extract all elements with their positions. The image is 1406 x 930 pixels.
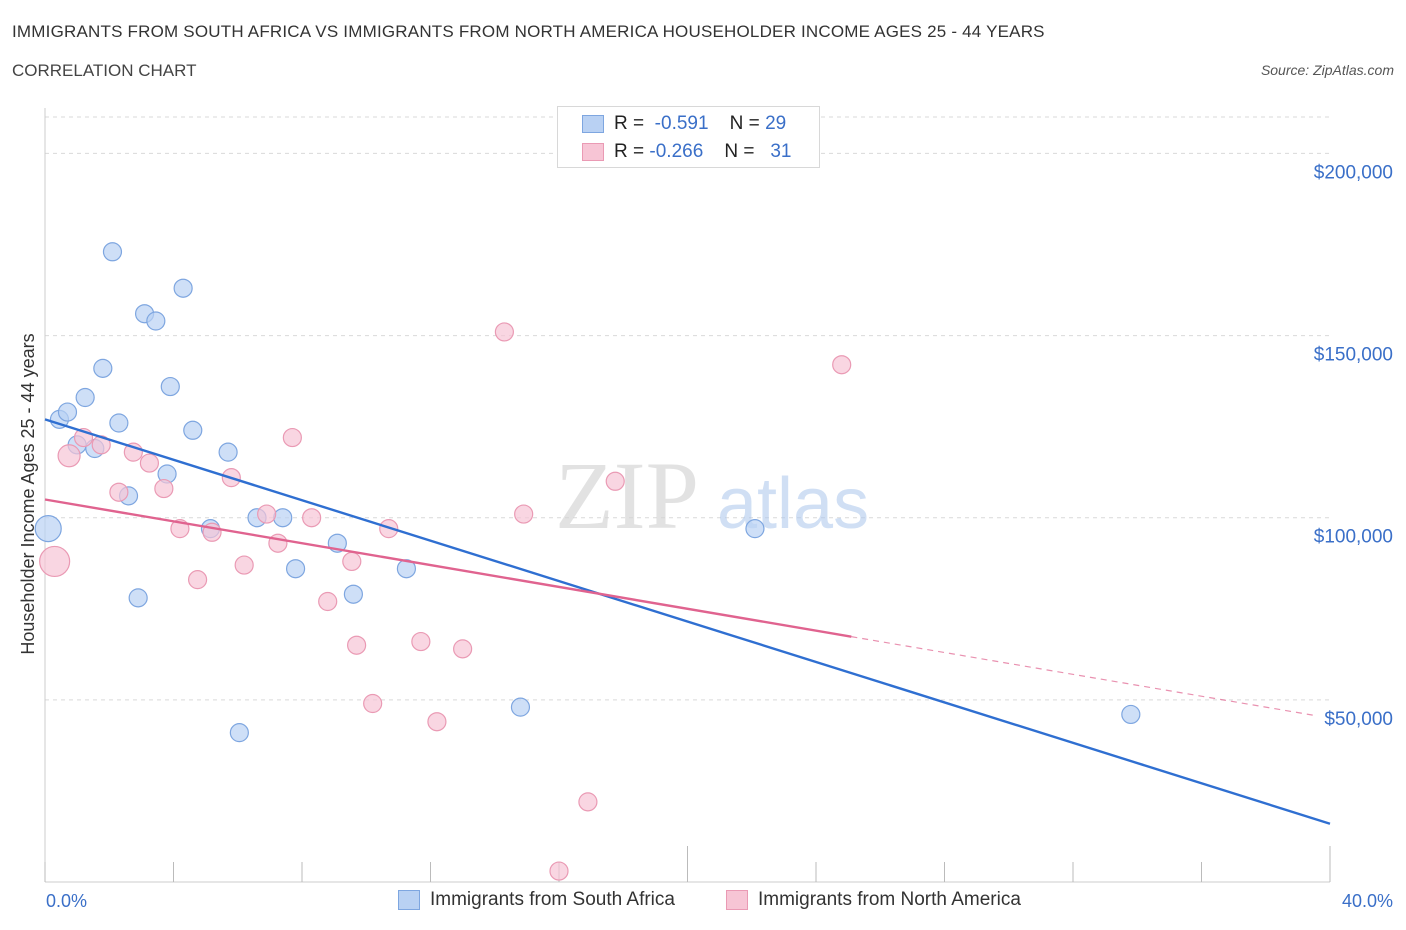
watermark-atlas: atlas	[717, 464, 869, 544]
chart-title: IMMIGRANTS FROM SOUTH AFRICA VS IMMIGRAN…	[12, 22, 1045, 41]
point-north-america	[514, 504, 534, 524]
point-south-africa	[396, 559, 417, 579]
point-north-america	[187, 570, 208, 590]
point-north-america	[453, 639, 473, 659]
y-tick-label: $100,000	[1314, 527, 1393, 548]
point-south-africa	[102, 242, 123, 262]
series-name-south-africa: Immigrants from South Africa	[430, 889, 675, 910]
point-north-america	[302, 508, 322, 528]
y-axis-label: Householder Income Ages 25 - 44 years	[18, 333, 38, 654]
legend-r-value: -0.591	[654, 113, 709, 134]
grid-lines	[45, 116, 1330, 701]
point-south-africa	[160, 376, 180, 397]
point-south-africa	[93, 358, 113, 378]
series-swatch-north-america	[726, 890, 748, 910]
legend-r-label: R =	[614, 141, 645, 162]
series-legend-north-america: Immigrants from North America	[726, 889, 1021, 911]
point-north-america	[494, 322, 514, 342]
point-north-america	[109, 482, 129, 502]
legend-row-north-america: R = -0.266 N = 31	[582, 141, 791, 163]
watermark-zip: ZIP	[555, 442, 699, 549]
legend-n-label: N =	[729, 113, 760, 134]
trend-line-extrapolated-north-america	[851, 636, 1316, 717]
legend-r-label: R =	[614, 113, 645, 134]
point-south-africa	[229, 723, 249, 743]
point-north-america	[57, 444, 81, 468]
point-south-africa	[343, 584, 363, 604]
point-north-america	[427, 712, 447, 732]
legend-n-label: N =	[724, 141, 755, 162]
point-south-africa	[128, 588, 148, 608]
point-south-africa	[75, 387, 95, 408]
point-south-africa	[273, 508, 293, 528]
point-north-america	[411, 631, 431, 652]
point-north-america	[549, 861, 569, 881]
point-south-africa	[1121, 704, 1141, 725]
y-tick-label: $200,000	[1314, 162, 1393, 183]
point-north-america	[363, 693, 383, 714]
legend-swatch-south-africa	[582, 115, 604, 133]
point-north-america	[282, 427, 302, 448]
trend-line-south-africa	[44, 418, 1331, 825]
point-south-africa	[57, 402, 78, 422]
point-south-africa	[146, 311, 166, 331]
point-north-america	[318, 591, 338, 612]
legend-n-value: 29	[765, 113, 787, 134]
point-north-america	[832, 355, 852, 375]
legend-r-value: -0.266	[649, 141, 704, 162]
point-south-africa	[510, 697, 531, 717]
point-north-america	[605, 471, 625, 491]
trend-lines	[44, 418, 1331, 825]
point-south-africa	[109, 413, 129, 433]
point-north-america	[578, 792, 598, 812]
point-south-africa	[183, 420, 203, 440]
legend-n-value: 31	[770, 141, 792, 162]
point-north-america	[154, 478, 174, 499]
point-north-america	[234, 555, 254, 575]
y-tick-label: $150,000	[1314, 345, 1393, 366]
point-south-africa	[285, 559, 306, 579]
correlation-legend: R = -0.591 N = 29 R = -0.266 N = 31	[557, 106, 820, 168]
point-north-america	[139, 453, 160, 473]
point-north-america	[342, 551, 362, 572]
point-south-africa	[173, 278, 193, 298]
point-north-america	[39, 545, 71, 578]
x-tick-min: 0.0%	[46, 891, 88, 911]
legend-swatch-north-america	[582, 143, 604, 161]
y-tick-label: $50,000	[1324, 709, 1393, 730]
series-name-north-america: Immigrants from North America	[758, 889, 1021, 910]
source-label: Source: ZipAtlas.com	[1260, 62, 1394, 78]
point-south-africa	[34, 515, 62, 543]
legend-row-south-africa: R = -0.591 N = 29	[582, 113, 786, 135]
series-swatch-south-africa	[398, 890, 420, 910]
point-north-america	[257, 504, 277, 524]
chart-subtitle: CORRELATION CHART	[12, 61, 197, 80]
point-south-africa	[745, 519, 765, 539]
y-tick-labels: $50,000 $100,000 $150,000 $200,000	[1314, 162, 1393, 729]
point-south-africa	[218, 442, 238, 462]
trend-line-north-america	[44, 498, 852, 638]
x-tick-max: 40.0%	[1341, 891, 1393, 911]
data-points	[34, 242, 1141, 881]
point-north-america	[347, 635, 367, 655]
series-legend-south-africa: Immigrants from South Africa	[398, 889, 675, 911]
